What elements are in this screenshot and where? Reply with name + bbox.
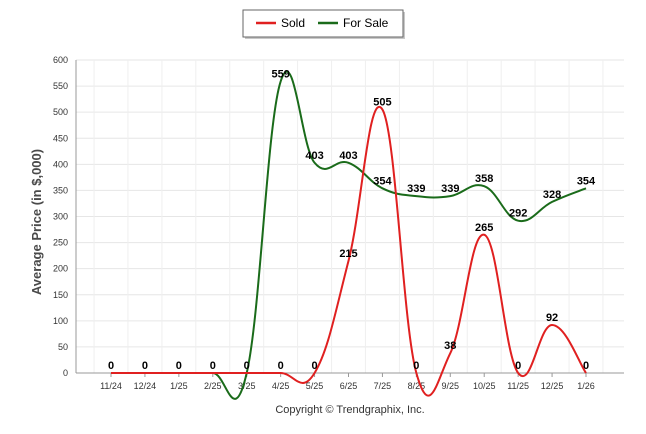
y-tick-label: 300 xyxy=(53,212,68,222)
y-tick-label: 500 xyxy=(53,107,68,117)
data-label-sold: 505 xyxy=(373,97,391,109)
x-tick-label: 5/25 xyxy=(306,381,324,391)
y-tick-label: 150 xyxy=(53,290,68,300)
data-label-sold: 0 xyxy=(142,360,148,372)
legend-label-sold: Sold xyxy=(281,16,305,30)
x-tick-label: 6/25 xyxy=(340,381,358,391)
data-label-sold: 0 xyxy=(583,360,589,372)
x-tick-label: 12/25 xyxy=(541,381,564,391)
y-tick-label: 200 xyxy=(53,264,68,274)
data-label-for-sale: 403 xyxy=(305,150,323,162)
data-label-sold: 92 xyxy=(546,312,558,324)
data-label-sold: 0 xyxy=(278,360,284,372)
y-tick-label: 250 xyxy=(53,238,68,248)
data-label-for-sale: 328 xyxy=(543,189,561,201)
data-label-for-sale: 559 xyxy=(271,68,289,80)
x-tick-label: 8/25 xyxy=(408,381,426,391)
axes: 0 50 100 150 200 250 300 350 400 450 500 550 600 11/2… xyxy=(53,55,624,391)
data-label-sold: 0 xyxy=(108,360,114,372)
y-tick-label: 550 xyxy=(53,81,68,91)
data-label-sold: 38 xyxy=(444,340,456,352)
x-tick-label: 3/25 xyxy=(238,381,256,391)
x-tick-label: 2/25 xyxy=(204,381,222,391)
copyright-text: Copyright © Trendgraphix, Inc. xyxy=(275,404,424,416)
y-tick-label: 400 xyxy=(53,159,68,169)
y-tick-label: 600 xyxy=(53,55,68,65)
data-label-sold: 0 xyxy=(210,360,216,372)
data-label-sold: 0 xyxy=(312,360,318,372)
data-label-sold: 0 xyxy=(413,360,419,372)
data-labels: 0 0 0 0 0 0 0 215 505 0 38 265 0 92 0 559 403 403 354 339 33… xyxy=(108,68,596,372)
x-tick-label: 10/25 xyxy=(473,381,496,391)
data-label-sold: 265 xyxy=(475,222,493,234)
data-label-for-sale: 292 xyxy=(509,208,527,220)
data-label-for-sale: 358 xyxy=(475,173,493,185)
x-tick-label: 7/25 xyxy=(374,381,392,391)
data-label-for-sale: 354 xyxy=(577,175,596,187)
y-tick-label: 450 xyxy=(53,133,68,143)
series-line-sold xyxy=(111,105,587,397)
x-tick-label: 1/25 xyxy=(170,381,188,391)
y-tick-label: 350 xyxy=(53,185,68,195)
y-axis-title: Average Price (in $,000) xyxy=(29,149,44,295)
data-label-sold: 215 xyxy=(339,248,357,260)
gridlines xyxy=(76,59,624,374)
data-label-for-sale: 339 xyxy=(407,183,425,195)
series-lines xyxy=(111,70,587,400)
data-label-for-sale: 339 xyxy=(441,183,459,195)
x-tick-label: 9/25 xyxy=(442,381,460,391)
x-tick-label: 12/24 xyxy=(134,381,157,391)
y-tick-label: 100 xyxy=(53,316,68,326)
x-tick-label: 11/25 xyxy=(507,381,529,391)
x-tick-label: 4/25 xyxy=(272,381,290,391)
data-label-sold: 0 xyxy=(515,360,521,372)
y-tick-label: 0 xyxy=(63,368,68,378)
data-label-for-sale: 403 xyxy=(339,150,357,162)
x-tick-label: 1/26 xyxy=(577,381,595,391)
data-label-for-sale: 354 xyxy=(373,175,392,187)
data-label-sold: 0 xyxy=(176,360,182,372)
legend-label-for-sale: For Sale xyxy=(343,16,389,30)
data-label-sold: 0 xyxy=(244,360,250,372)
x-tick-label: 11/24 xyxy=(100,381,122,391)
legend: Sold For Sale xyxy=(242,9,405,39)
y-tick-label: 50 xyxy=(58,342,68,352)
